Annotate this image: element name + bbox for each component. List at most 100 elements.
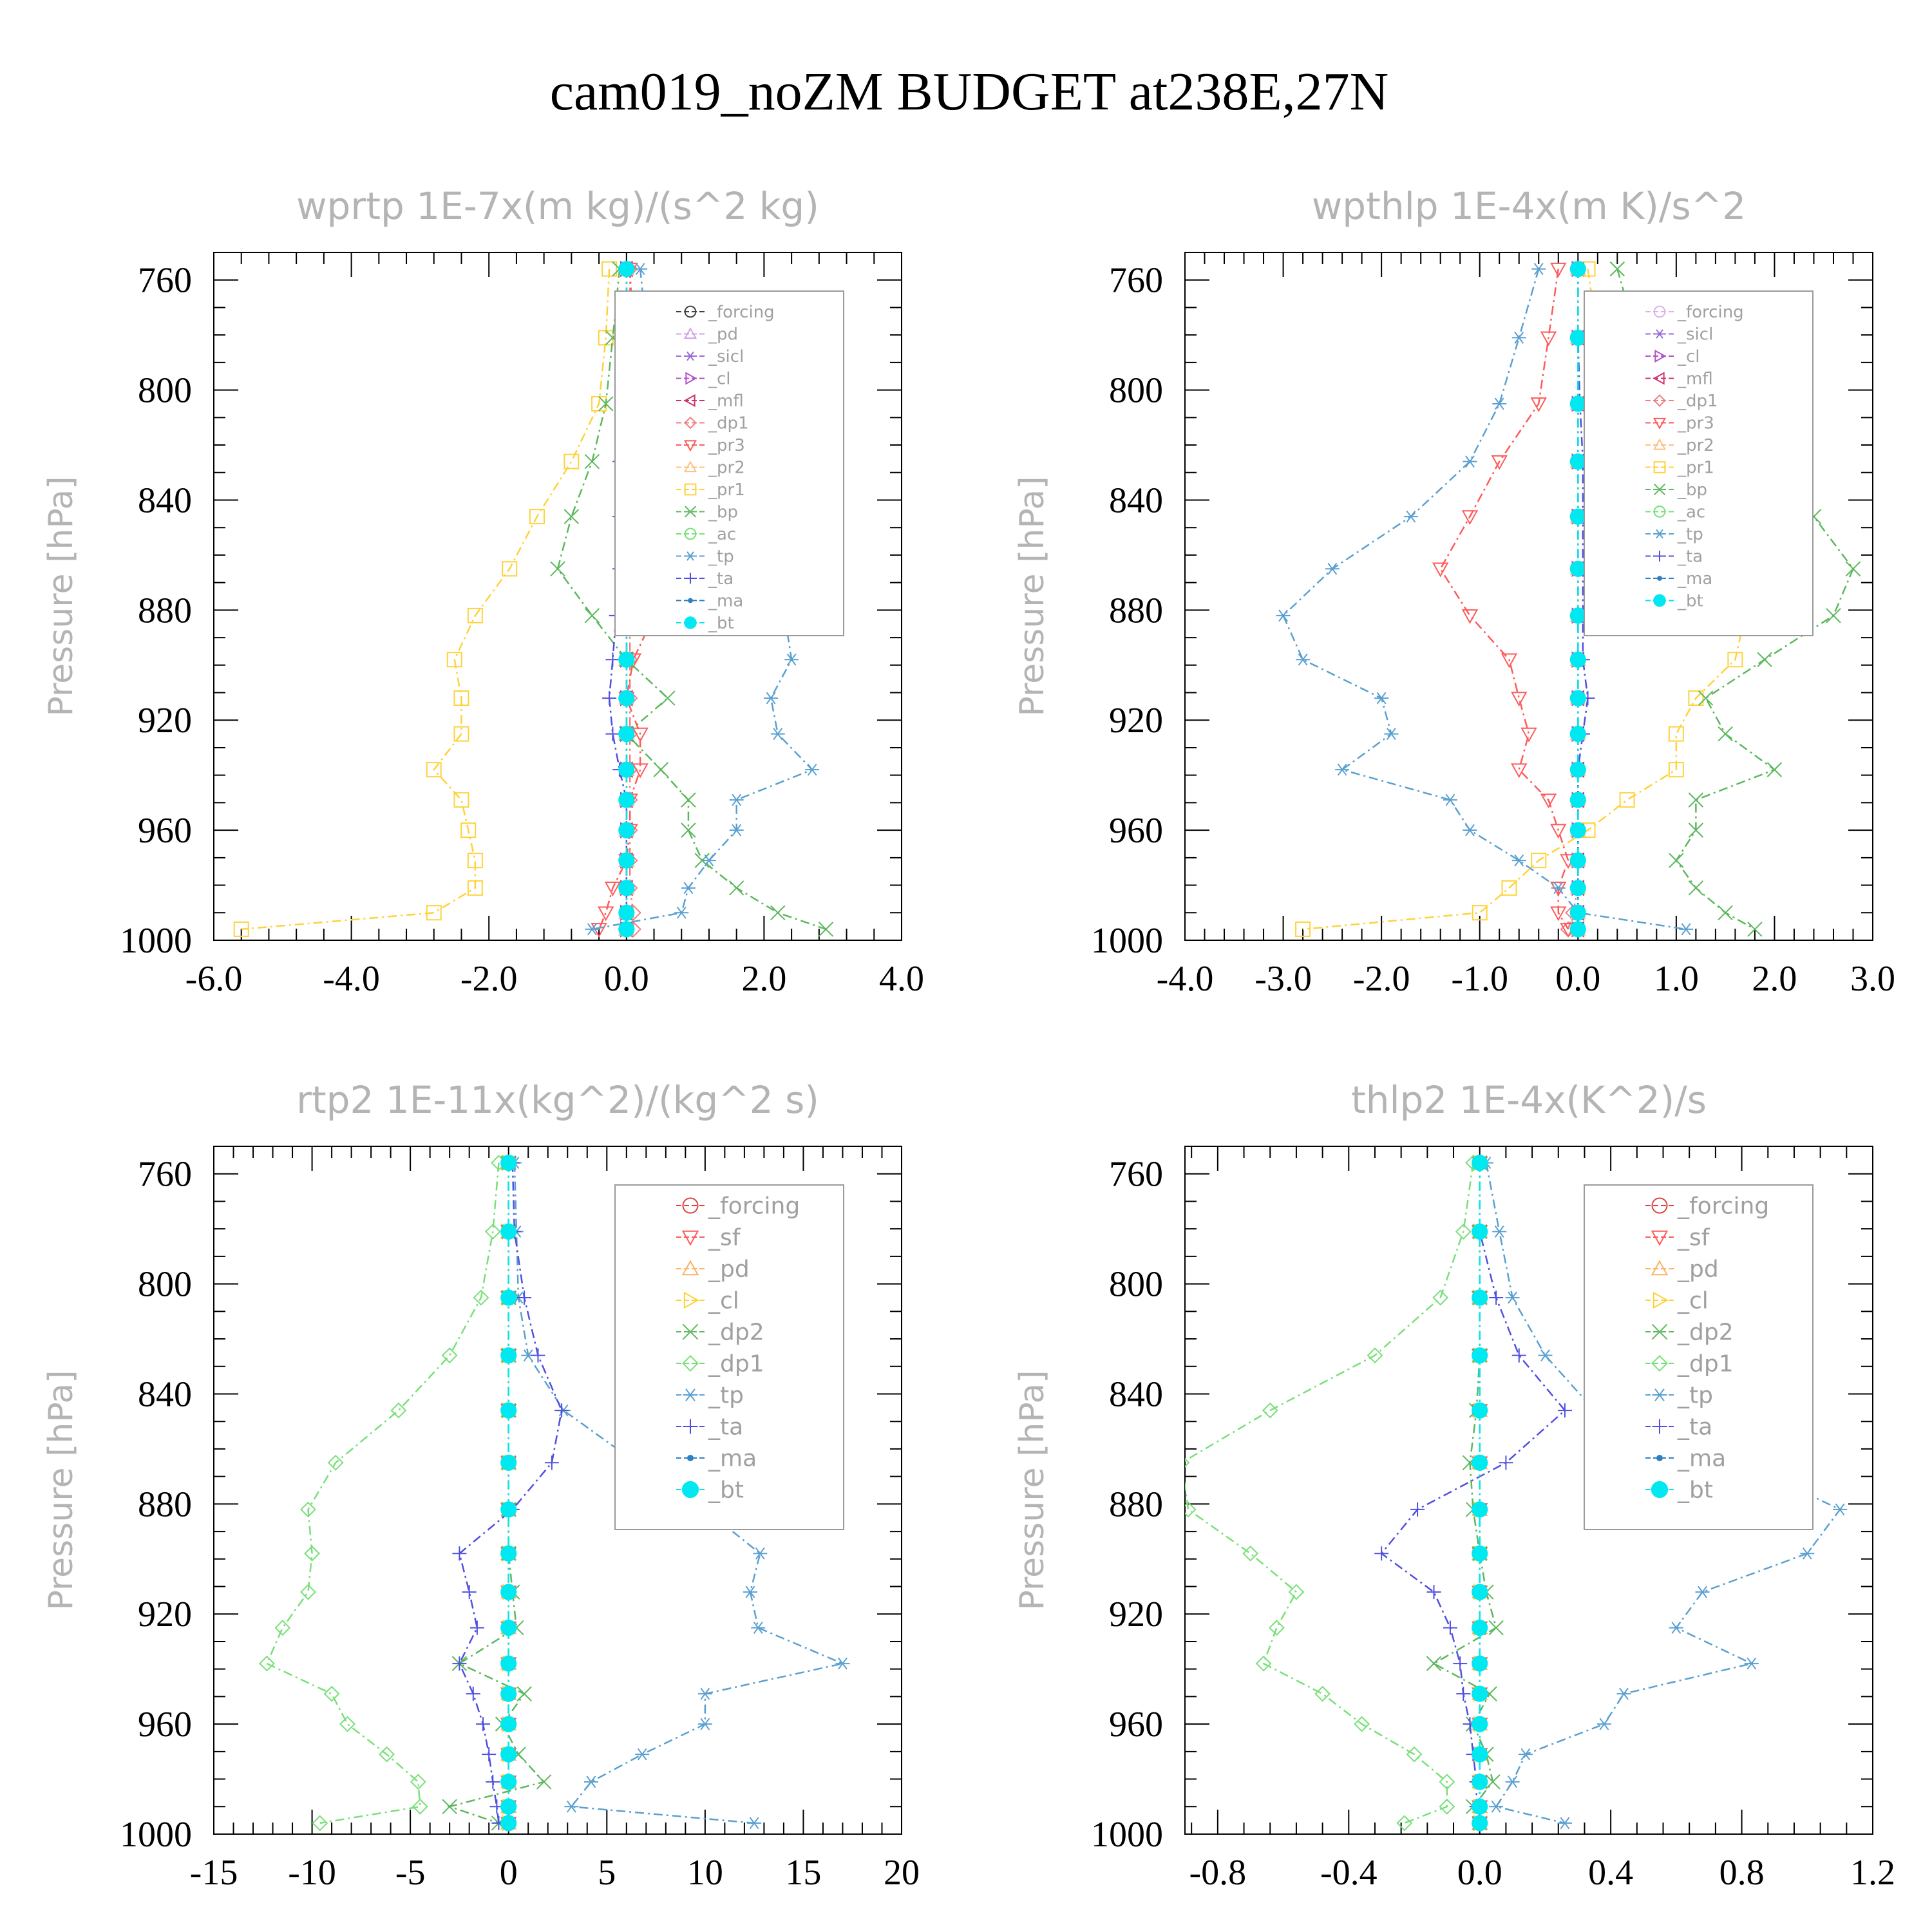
data-point-dp2	[516, 1686, 532, 1701]
data-point-tp	[751, 1622, 766, 1634]
legend-label: _tp	[708, 547, 734, 567]
data-point-bt	[1569, 329, 1586, 346]
data-point-pr3	[1550, 906, 1567, 922]
data-point-bt	[500, 1584, 517, 1600]
data-point-bt	[500, 1155, 517, 1171]
data-point-tp	[1276, 609, 1291, 622]
y-tick-label: 840	[1109, 480, 1163, 520]
legend-marker-forcing	[1651, 1197, 1668, 1214]
legend-label: _cl	[708, 370, 731, 389]
data-point-pr3	[1540, 331, 1557, 346]
panel-title: wprtp 1E-7x(m kg)/(s^2 kg)	[296, 184, 819, 228]
data-point-ta	[452, 1546, 467, 1561]
data-point-tp	[1296, 653, 1311, 666]
legend-label: _bp	[1677, 480, 1707, 500]
data-point-bt	[618, 904, 635, 921]
data-point-pr3	[1550, 824, 1567, 839]
legend-label: _dp1	[1677, 392, 1718, 411]
series-group	[258, 1154, 850, 1832]
x-tick-label: 1.2	[1850, 1853, 1895, 1893]
legend-marker-dp1	[1653, 394, 1666, 407]
data-point-bt	[500, 1545, 517, 1562]
data-point-ta	[466, 1687, 480, 1701]
data-point-pr1	[467, 853, 483, 869]
panel-title: thlp2 1E-4x(K^2)/s	[1351, 1078, 1707, 1122]
data-point-tp	[1511, 854, 1526, 867]
y-axis-label: Pressure [hPa]	[1013, 1370, 1052, 1611]
data-point-bp	[818, 922, 834, 937]
data-point-bt	[1472, 1347, 1488, 1364]
x-tick-label: -4.0	[323, 959, 380, 999]
data-point-ta	[1511, 1348, 1526, 1363]
legend-marker-ta	[683, 1419, 698, 1434]
legend-label: _ma	[708, 592, 743, 611]
x-tick-label: -1.0	[1451, 959, 1508, 999]
data-point-tp	[564, 1800, 579, 1813]
data-point-pr3	[1530, 397, 1547, 413]
legend-marker-dp1	[684, 416, 697, 430]
data-point-bt	[1569, 761, 1586, 778]
x-tick-label: 2.0	[741, 959, 786, 999]
chart-panel-3: rtp2 1E-11x(kg^2)/(kg^2 s) Pressure [hPa]…	[42, 1078, 920, 1893]
y-tick-label: 880	[138, 1484, 192, 1524]
data-point-pr3	[1550, 262, 1567, 278]
legend-marker-pr1	[684, 483, 697, 496]
data-point-bt	[1569, 921, 1586, 938]
data-point-dp1	[300, 1501, 316, 1518]
series-line-tp	[1485, 1162, 1842, 1824]
legend-marker-ma	[1656, 1454, 1663, 1462]
legend-marker-ma	[1657, 576, 1662, 581]
legend-marker-pd	[681, 1260, 699, 1276]
data-point-bp	[1688, 880, 1704, 896]
data-point-pr1	[502, 561, 518, 577]
data-point-bt	[1569, 904, 1586, 921]
data-point-ta	[1499, 1455, 1513, 1470]
data-point-bt	[500, 1223, 517, 1240]
legend-marker-tp	[685, 551, 696, 561]
data-point-dp1	[1406, 1746, 1423, 1763]
data-point-bt	[618, 791, 635, 808]
data-point-pr1	[1531, 853, 1547, 869]
y-tick-label: 760	[1109, 261, 1163, 301]
legend-label: _pd	[1677, 1256, 1719, 1283]
legend-label: _ac	[1677, 503, 1705, 522]
legend-label: _cl	[1677, 1288, 1709, 1314]
legend-marker-ac	[684, 527, 697, 540]
data-point-bp	[1669, 853, 1684, 868]
data-point-bt	[1569, 261, 1586, 278]
data-point-pr1	[1688, 690, 1704, 706]
data-point-dp1	[1185, 1457, 1190, 1468]
data-point-bt	[1569, 791, 1586, 808]
data-point-bp	[1766, 762, 1783, 777]
data-point-bt	[500, 1798, 517, 1815]
data-point-pr3	[1501, 653, 1518, 668]
data-point-bt	[618, 761, 635, 778]
data-point-bt	[1472, 1454, 1488, 1471]
legend-label: _ma	[708, 1446, 757, 1472]
data-point-ta	[531, 1348, 545, 1363]
legend-label: _tp	[1677, 1383, 1713, 1409]
data-point-pr1	[467, 607, 483, 623]
legend-marker-mfl	[683, 393, 696, 408]
data-point-dp1	[1242, 1545, 1259, 1562]
data-point-bp	[728, 880, 744, 896]
data-point-tp	[1463, 824, 1477, 837]
data-point-bt	[1569, 508, 1586, 525]
data-point-tp	[1531, 263, 1546, 276]
data-point-tp	[585, 923, 600, 936]
data-point-bt	[618, 852, 635, 869]
series-line-dp1	[265, 1162, 500, 1824]
legend-label: _pr3	[708, 436, 745, 455]
data-point-tp	[674, 906, 689, 919]
x-tick-label: 5	[598, 1853, 616, 1893]
data-point-pr3	[1491, 455, 1508, 470]
y-tick-label: 760	[1109, 1155, 1163, 1195]
data-point-tp	[583, 1776, 598, 1788]
legend-label: _ta	[708, 569, 734, 589]
data-point-ta	[482, 1747, 497, 1762]
legend-label: _bt	[1677, 592, 1703, 611]
data-point-bt	[500, 1289, 517, 1306]
data-point-dp1	[323, 1685, 340, 1702]
y-tick-label: 1000	[120, 1815, 192, 1855]
data-point-tp	[805, 763, 820, 776]
